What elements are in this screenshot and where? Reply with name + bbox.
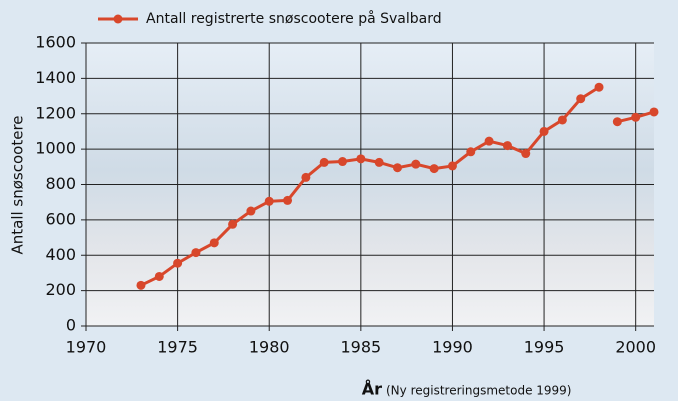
y-tick-label: 1400 — [35, 68, 76, 87]
data-point — [265, 197, 274, 206]
data-point — [155, 272, 164, 281]
x-tick-label: 1985 — [340, 338, 381, 357]
data-point — [595, 83, 604, 92]
x-axis-note: (Ny registreringsmetode 1999) — [386, 384, 571, 398]
data-point — [246, 207, 255, 216]
x-tick-label: 1970 — [66, 338, 107, 357]
data-point — [228, 220, 237, 229]
data-point — [503, 141, 512, 150]
y-tick-label: 600 — [45, 209, 76, 228]
data-point — [448, 161, 457, 170]
data-point — [650, 107, 659, 116]
data-point — [540, 127, 549, 136]
y-tick-label: 1200 — [35, 103, 76, 122]
data-point — [485, 137, 494, 146]
y-tick-label: 1000 — [35, 139, 76, 158]
data-point — [320, 158, 329, 167]
data-point — [613, 117, 622, 126]
data-point — [631, 113, 640, 122]
legend-label: Antall registrerte snøscootere på Svalba… — [146, 10, 442, 27]
data-point — [576, 94, 585, 103]
x-tick-label: 1995 — [524, 338, 565, 357]
x-tick-label: 2000 — [615, 338, 656, 357]
data-point — [558, 115, 567, 124]
data-point — [521, 149, 530, 158]
data-point — [173, 259, 182, 268]
data-point — [466, 147, 475, 156]
chart: Antall registrerte snøscootere på Svalba… — [0, 0, 678, 401]
legend-marker — [114, 15, 123, 24]
data-point — [210, 238, 219, 247]
x-tick-label: 1990 — [432, 338, 473, 357]
data-point — [136, 281, 145, 290]
x-tick-label: 1975 — [157, 338, 198, 357]
data-point — [191, 248, 200, 257]
y-tick-label: 800 — [45, 174, 76, 193]
data-point — [393, 163, 402, 172]
y-axis-label: Antall snøscootere — [9, 115, 27, 254]
data-point — [301, 173, 310, 182]
y-tick-label: 200 — [45, 280, 76, 299]
data-point — [356, 154, 365, 163]
data-point — [411, 160, 420, 169]
data-point — [430, 164, 439, 173]
data-point — [375, 158, 384, 167]
y-tick-label: 1600 — [35, 33, 76, 52]
y-tick-label: 400 — [45, 245, 76, 264]
x-tick-label: 1980 — [249, 338, 290, 357]
y-tick-label: 0 — [66, 316, 76, 335]
page: Antall registrerte snøscootere på Svalba… — [0, 0, 678, 401]
x-axis-label: År — [362, 380, 382, 399]
data-point — [338, 157, 347, 166]
data-point — [283, 196, 292, 205]
